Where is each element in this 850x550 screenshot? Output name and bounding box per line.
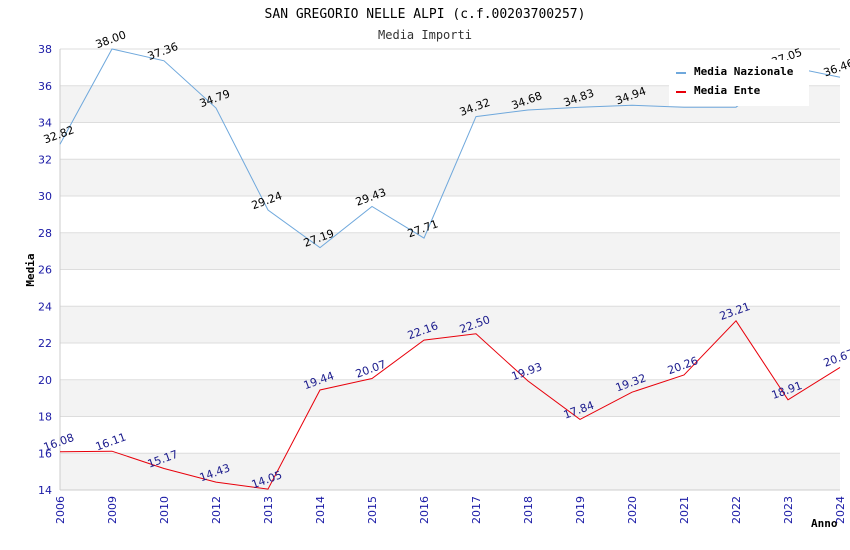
x-tick-label: 2017 [470,496,483,524]
y-tick-label: 16 [38,447,52,460]
grid-bands [59,48,840,491]
y-tick-label: 26 [38,264,52,277]
x-tick-label: 2019 [574,496,587,524]
x-tick-label: 2006 [54,496,67,524]
data-label: 38.00 [94,28,128,51]
x-tick-label: 2024 [834,496,847,524]
series-line-1 [59,320,841,490]
x-tick-label: 2021 [678,496,691,524]
series-line-0 [59,48,841,249]
grid-band [60,196,840,233]
legend: Media Nazionale Media Ente [669,60,809,106]
grid-band [60,379,840,417]
x-tick-label: 2014 [314,496,327,524]
series-lines [59,48,841,490]
legend-label-ente: Media Ente [694,84,761,97]
y-tick-label: 34 [38,117,52,130]
x-tick-label: 2010 [158,496,171,524]
grid-band [60,453,840,490]
grid-band [60,416,840,454]
grid-band [60,232,840,270]
y-tick-label: 28 [38,227,52,240]
x-tick-label: 2016 [418,496,431,524]
x-tick-label: 2018 [522,496,535,524]
x-tick-label: 2023 [782,496,795,524]
y-tick-label: 20 [38,374,52,387]
x-axis-ticks: 2006 2009 2010 2012 2013 2014 2015 2016 2017 2018… [54,496,847,524]
y-tick-label: 30 [38,190,52,203]
y-tick-label: 24 [38,300,52,313]
chart-subtitle: Media Importi [378,28,472,42]
x-tick-label: 2013 [262,496,275,524]
y-tick-label: 22 [38,337,52,350]
x-tick-label: 2009 [106,496,119,524]
legend-box [669,60,809,106]
x-tick-label: 2020 [626,496,639,524]
y-tick-label: 38 [38,43,52,56]
y-tick-label: 18 [38,411,52,424]
grid-band [60,122,840,160]
x-tick-label: 2015 [366,496,379,524]
grid-band [60,343,840,380]
y-tick-label: 36 [38,80,52,93]
y-axis-ticks: 14 16 18 20 22 24 26 28 30 32 34 36 38 [38,43,52,497]
y-tick-label: 14 [38,484,52,497]
chart-title: SAN GREGORIO NELLE ALPI (c.f.00203700257… [265,7,586,22]
grid-band [60,269,840,307]
y-axis-label: Media [24,253,37,286]
x-tick-label: 2022 [730,496,743,524]
x-tick-label: 2012 [210,496,223,524]
y-tick-label: 32 [38,153,52,166]
legend-label-nazionale: Media Nazionale [694,65,794,78]
x-axis-label: Anno [811,517,838,530]
